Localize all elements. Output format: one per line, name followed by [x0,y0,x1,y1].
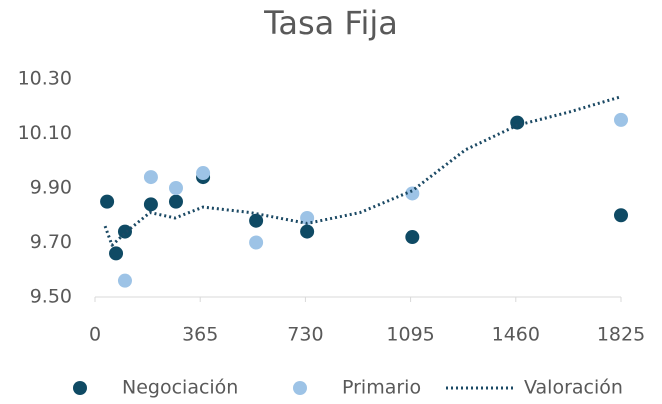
marker [510,115,525,130]
marker [100,194,115,209]
x-tick-label: 0 [89,324,101,346]
legend-label: Primario [342,377,421,399]
marker [249,213,264,228]
marker [168,194,183,209]
y-tick-label: 10.30 [18,68,72,90]
marker [614,208,628,223]
legend-label: Negociación [122,377,238,399]
x-tick-label: 1095 [386,324,434,346]
marker [249,235,264,250]
x-tick-label: 730 [287,324,323,346]
marker [117,273,132,288]
y-tick-label: 10.10 [18,122,72,144]
x-tick-label: 1460 [492,324,540,346]
marker [196,166,211,181]
chart-title: Tasa Fija [263,4,398,42]
line [103,95,622,247]
legend-swatch [73,381,87,395]
y-tick-label: 9.70 [30,231,72,253]
marker [405,230,420,245]
marker [143,170,158,185]
marker [117,224,132,239]
marker [614,112,628,127]
x-tick-label: 365 [182,324,218,346]
legend-label: Valoración [524,377,623,399]
x-tick-label: 1825 [597,324,645,346]
y-tick-label: 9.50 [30,286,72,308]
marker [143,197,158,212]
legend-swatch [293,381,307,395]
marker [405,186,420,201]
y-tick-label: 9.90 [30,177,72,199]
marker [168,181,183,195]
marker [300,224,315,239]
marker [109,246,124,261]
